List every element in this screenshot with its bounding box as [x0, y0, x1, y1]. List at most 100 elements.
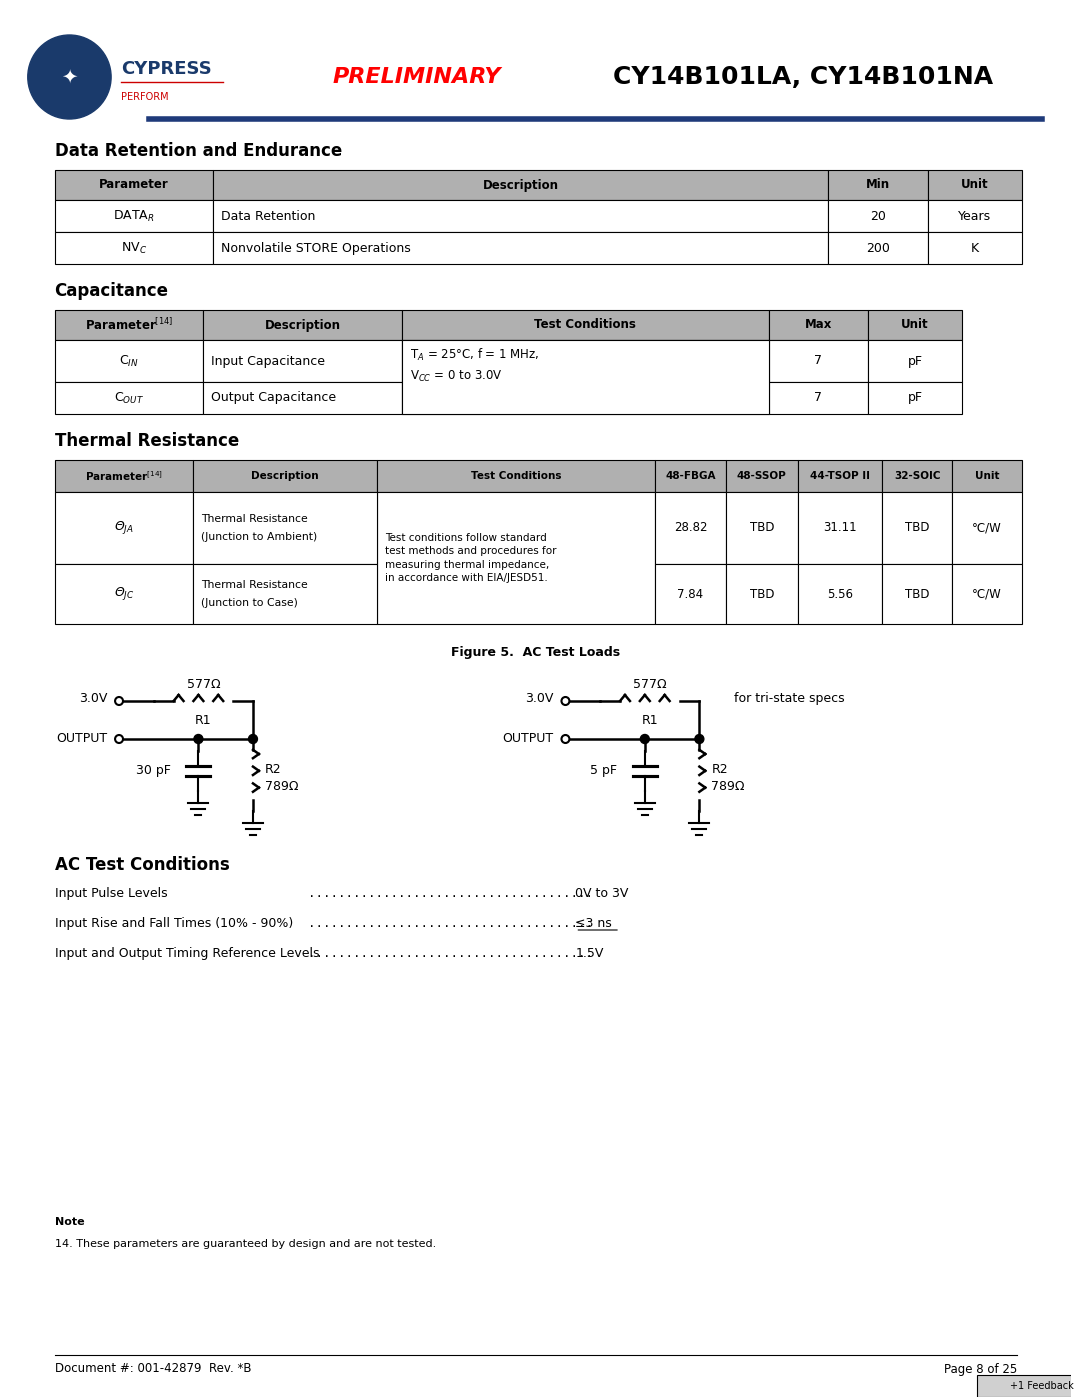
Text: Output Capacitance: Output Capacitance: [212, 391, 337, 405]
Text: TBD: TBD: [750, 588, 774, 601]
Text: 3.0V: 3.0V: [79, 693, 107, 705]
Bar: [769, 310, 868, 339]
Text: Document #: 001-42879  Rev. *B: Document #: 001-42879 Rev. *B: [55, 1362, 251, 1376]
Text: Page 8 of 25: Page 8 of 25: [944, 1362, 1016, 1376]
Text: Note: Note: [55, 1217, 84, 1227]
Text: Years: Years: [958, 210, 991, 222]
Bar: [402, 339, 769, 414]
Bar: [797, 460, 882, 492]
Bar: [654, 460, 726, 492]
Bar: [55, 232, 213, 264]
Text: T$_A$ = 25°C, f = 1 MHz,: T$_A$ = 25°C, f = 1 MHz,: [409, 346, 539, 363]
Text: (Junction to Case): (Junction to Case): [201, 598, 298, 608]
Bar: [203, 339, 402, 381]
Text: for tri-state specs: for tri-state specs: [734, 693, 845, 705]
Bar: [769, 381, 868, 414]
Text: 577Ω: 577Ω: [633, 678, 666, 692]
Text: Nonvolatile STORE Operations: Nonvolatile STORE Operations: [221, 242, 411, 254]
Text: °C/W: °C/W: [972, 588, 1002, 601]
Text: 1.5V: 1.5V: [576, 947, 604, 961]
Text: TBD: TBD: [750, 521, 774, 535]
Text: 7.84: 7.84: [677, 588, 703, 601]
Text: Test Conditions: Test Conditions: [471, 471, 562, 481]
Text: R2: R2: [265, 764, 282, 777]
Bar: [213, 232, 828, 264]
Bar: [797, 492, 882, 564]
Text: TBD: TBD: [905, 521, 930, 535]
Text: 48-FBGA: 48-FBGA: [665, 471, 716, 481]
Bar: [193, 492, 377, 564]
Text: Data Retention: Data Retention: [221, 210, 315, 222]
Bar: [953, 564, 1022, 624]
Text: ......................................: ......................................: [308, 918, 593, 930]
Circle shape: [194, 735, 203, 743]
Bar: [55, 564, 193, 624]
Text: 31.11: 31.11: [823, 521, 856, 535]
Text: 32-SOIC: 32-SOIC: [894, 471, 941, 481]
Bar: [55, 170, 213, 200]
Text: CYPRESS: CYPRESS: [121, 60, 212, 78]
Text: Thermal Resistance: Thermal Resistance: [55, 432, 239, 450]
Bar: [828, 200, 928, 232]
Text: K: K: [971, 242, 978, 254]
Bar: [55, 310, 203, 339]
Text: Unit: Unit: [902, 319, 929, 331]
Text: 44-TSOP II: 44-TSOP II: [810, 471, 869, 481]
Text: 5.56: 5.56: [826, 588, 853, 601]
Text: Input Pulse Levels: Input Pulse Levels: [55, 887, 167, 901]
Text: 20: 20: [870, 210, 886, 222]
Bar: [868, 339, 962, 381]
Text: ✦: ✦: [62, 67, 78, 87]
Bar: [402, 381, 769, 414]
Text: 5 pF: 5 pF: [590, 764, 617, 778]
Text: Description: Description: [483, 179, 558, 191]
Bar: [868, 381, 962, 414]
Bar: [654, 564, 726, 624]
Text: Test Conditions: Test Conditions: [535, 319, 636, 331]
Bar: [726, 564, 797, 624]
Bar: [55, 460, 193, 492]
Text: R2: R2: [712, 764, 728, 777]
Text: C$_{IN}$: C$_{IN}$: [119, 353, 139, 369]
Text: DATA$_R$: DATA$_R$: [113, 208, 154, 224]
Text: ......................................: ......................................: [308, 887, 593, 901]
Text: R1: R1: [195, 714, 212, 726]
Bar: [203, 310, 402, 339]
Text: Parameter$^{[14]}$: Parameter$^{[14]}$: [85, 469, 163, 483]
Text: Capacitance: Capacitance: [55, 282, 168, 300]
Bar: [726, 492, 797, 564]
Bar: [953, 492, 1022, 564]
Bar: [377, 460, 654, 492]
Text: OUTPUT: OUTPUT: [502, 732, 554, 746]
Text: Parameter$^{[14]}$: Parameter$^{[14]}$: [85, 317, 173, 332]
Bar: [726, 460, 797, 492]
Bar: [193, 564, 377, 624]
Bar: [55, 381, 203, 414]
Circle shape: [248, 735, 257, 743]
Text: 200: 200: [866, 242, 890, 254]
Text: ≤3 ns: ≤3 ns: [576, 918, 612, 930]
Bar: [402, 310, 769, 339]
Text: 48-SSOP: 48-SSOP: [737, 471, 786, 481]
Text: pF: pF: [907, 391, 922, 405]
Text: OUTPUT: OUTPUT: [56, 732, 107, 746]
Bar: [882, 460, 953, 492]
Text: Test conditions follow standard
test methods and procedures for
measuring therma: Test conditions follow standard test met…: [384, 534, 556, 583]
Text: C$_{OUT}$: C$_{OUT}$: [113, 390, 144, 405]
Bar: [213, 170, 828, 200]
Text: Unit: Unit: [961, 179, 988, 191]
Text: Max: Max: [805, 319, 832, 331]
Bar: [882, 492, 953, 564]
Text: Thermal Resistance: Thermal Resistance: [201, 580, 308, 590]
Text: Min: Min: [866, 179, 890, 191]
Text: °C/W: °C/W: [972, 521, 1002, 535]
Bar: [193, 460, 377, 492]
Text: Input and Output Timing Reference Levels: Input and Output Timing Reference Levels: [55, 947, 319, 961]
Bar: [928, 232, 1022, 264]
Text: 28.82: 28.82: [674, 521, 707, 535]
Text: V$_{CC}$ = 0 to 3.0V: V$_{CC}$ = 0 to 3.0V: [409, 369, 502, 384]
Text: NV$_C$: NV$_C$: [121, 240, 147, 256]
Text: 577Ω: 577Ω: [187, 678, 220, 692]
Text: R1: R1: [642, 714, 658, 726]
Text: Θ$_{JA}$: Θ$_{JA}$: [114, 520, 134, 536]
